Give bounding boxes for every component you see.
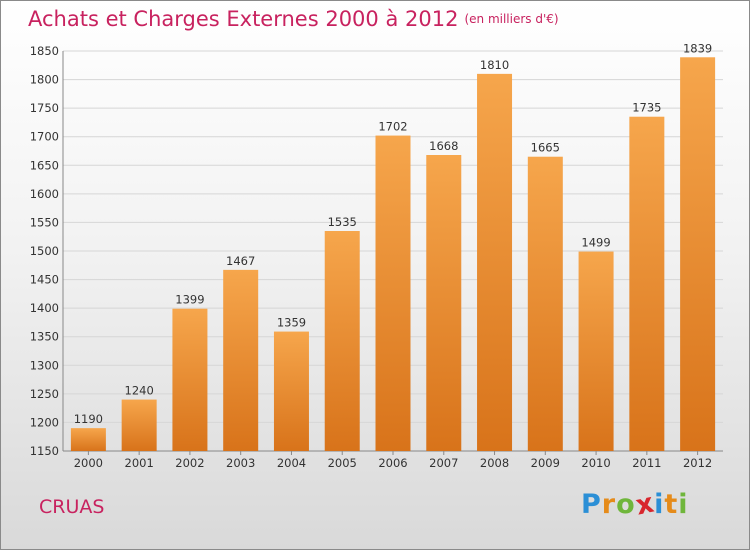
bar (426, 155, 462, 451)
y-tick-label: 1500 (30, 244, 59, 258)
y-tick-label: 1700 (30, 130, 59, 144)
x-tick-label: 2003 (226, 456, 255, 470)
x-tick-label: 2012 (683, 456, 712, 470)
logo-letter: i (678, 489, 689, 520)
y-tick-label: 1650 (30, 158, 59, 172)
data-label: 1359 (277, 316, 306, 330)
data-label: 1810 (480, 58, 509, 72)
logo-letter: o (616, 489, 636, 520)
bar (273, 331, 309, 451)
x-tick-label: 2007 (429, 456, 458, 470)
chart-unit: (en milliers d'€) (464, 12, 559, 26)
y-tick-label: 1150 (30, 444, 59, 458)
x-tick-label: 2000 (74, 456, 103, 470)
data-label: 1190 (74, 412, 103, 426)
y-tick-label: 1400 (30, 301, 59, 315)
data-label: 1668 (429, 139, 458, 153)
chart-title-text: Achats et Charges Externes 2000 à 2012 (28, 7, 459, 31)
y-tick-label: 1450 (30, 273, 59, 287)
x-tick-label: 2011 (632, 456, 661, 470)
bar (375, 135, 411, 452)
y-tick-label: 1600 (30, 187, 59, 201)
x-tick-label: 2008 (480, 456, 509, 470)
logo-letter: r (601, 489, 617, 520)
x-tick-label: 2006 (378, 456, 407, 470)
x-tick-label: 2004 (277, 456, 306, 470)
bar (223, 269, 259, 451)
bar (477, 73, 513, 451)
y-tick-label: 1200 (30, 415, 59, 429)
data-label: 1467 (226, 254, 255, 268)
bar (527, 156, 563, 451)
town-name: CRUAS (39, 496, 105, 518)
y-tick-label: 1550 (30, 215, 59, 229)
data-label: 1240 (125, 384, 154, 398)
bar (121, 399, 157, 451)
bar (172, 308, 208, 451)
data-label: 1735 (632, 101, 661, 115)
data-label: 1535 (328, 215, 357, 229)
x-tick-label: 2001 (125, 456, 154, 470)
bar (680, 57, 716, 452)
bar (578, 251, 614, 451)
x-tick-label: 2009 (531, 456, 560, 470)
proxiti-logo: Proxiti (581, 487, 689, 521)
x-tick-label: 2010 (581, 456, 610, 470)
x-tick-label: 2002 (175, 456, 204, 470)
y-tick-label: 1350 (30, 330, 59, 344)
data-label: 1702 (378, 120, 407, 134)
bar (629, 116, 665, 451)
data-label: 1399 (175, 293, 204, 307)
logo-letter: P (581, 489, 602, 520)
data-label: 1499 (581, 236, 610, 250)
bar (324, 231, 360, 451)
y-tick-label: 1750 (30, 101, 59, 115)
bar (70, 428, 106, 451)
y-tick-label: 1800 (30, 73, 59, 87)
chart-title: Achats et Charges Externes 2000 à 2012 (e… (28, 7, 559, 31)
y-tick-label: 1850 (30, 44, 59, 58)
y-tick-label: 1300 (30, 358, 59, 372)
data-label: 1839 (683, 41, 712, 55)
y-tick-label: 1250 (30, 387, 59, 401)
data-label: 1665 (531, 141, 560, 155)
logo-letter: t (664, 489, 679, 520)
logo-letter: i (654, 489, 665, 520)
x-tick-label: 2005 (328, 456, 357, 470)
